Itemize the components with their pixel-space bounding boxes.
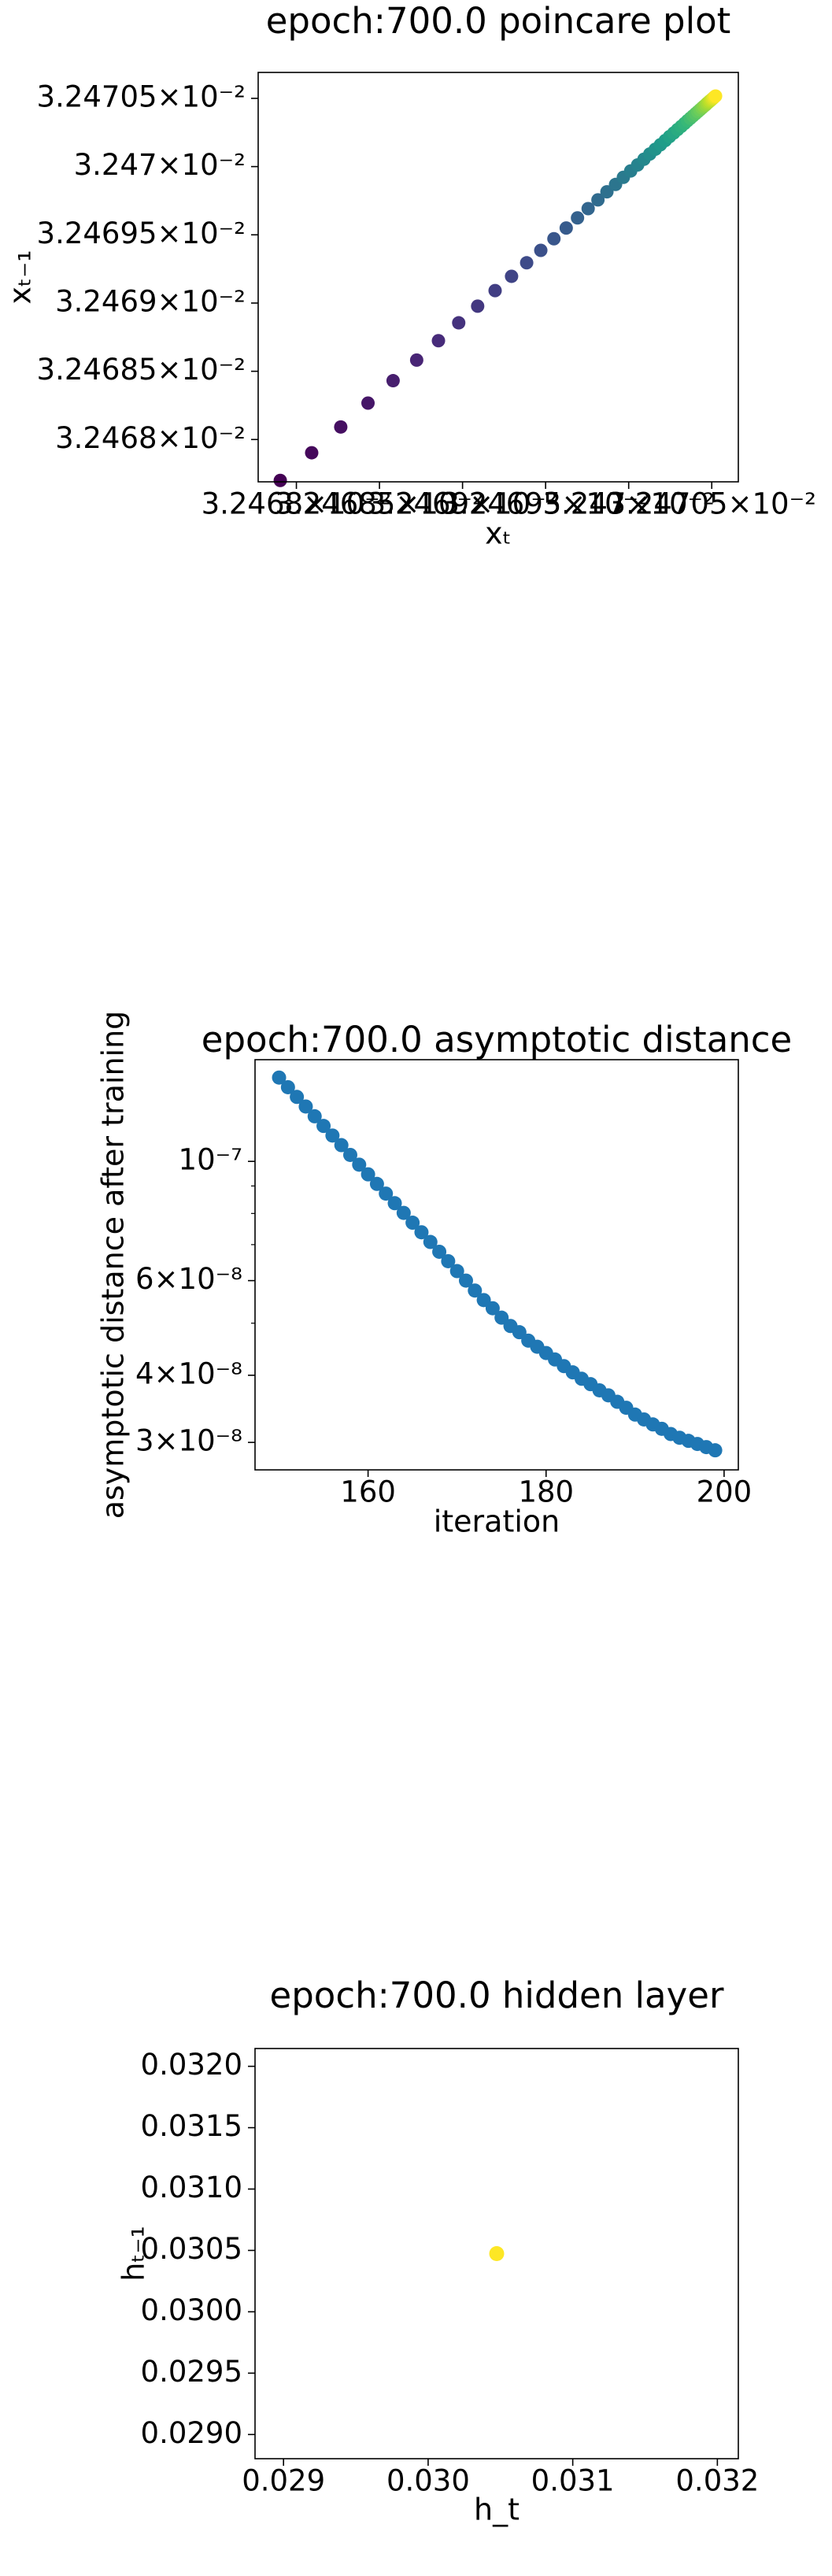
x-tick-label: 160: [340, 1475, 396, 1509]
point: [298, 1099, 313, 1114]
x-tick-label: 180: [518, 1475, 574, 1509]
point: [414, 1225, 429, 1240]
x-tick-label: 3.2468×10⁻²: [202, 487, 392, 521]
point: [396, 1205, 411, 1220]
x-tick-label: 0.030: [386, 2464, 470, 2498]
point: [468, 1283, 483, 1298]
point: [534, 243, 548, 257]
y-axis-label: xₜ₋₁: [3, 250, 38, 305]
axes-frame: [257, 72, 739, 483]
x-tick-label: 0.031: [531, 2464, 615, 2498]
point: [405, 1216, 420, 1231]
y-tick-label: 3.24705×10⁻²: [37, 80, 246, 113]
y-tick-label: 0.0305: [141, 2232, 242, 2266]
point: [485, 1301, 500, 1316]
y-axis-label: hₜ₋₁: [116, 2226, 151, 2282]
point: [334, 420, 348, 434]
point: [488, 283, 502, 298]
point: [520, 256, 534, 270]
y-tick-label: 0.0320: [141, 2048, 242, 2082]
point: [316, 1119, 331, 1134]
point: [379, 1186, 394, 1201]
point: [512, 1325, 527, 1340]
point: [342, 1147, 357, 1162]
y-tick-label: 0.0310: [141, 2171, 242, 2204]
point: [325, 1128, 340, 1143]
x-axis-label: xₜ: [485, 516, 512, 551]
point: [441, 1253, 456, 1268]
point: [547, 231, 561, 246]
x-tick-label: 0.029: [242, 2464, 325, 2498]
point: [449, 1264, 464, 1279]
x-tick-label: 3.2469×10⁻²: [368, 487, 558, 521]
point: [505, 269, 519, 283]
point: [471, 299, 485, 313]
point: [431, 334, 446, 348]
point: [708, 1443, 723, 1458]
point: [369, 1176, 384, 1191]
x-tick-label: 200: [697, 1475, 752, 1509]
point: [334, 1138, 349, 1153]
point: [432, 1244, 447, 1259]
point: [409, 353, 423, 367]
point: [708, 89, 723, 103]
y-tick-label: 0.0300: [141, 2293, 242, 2327]
chart-title: epoch:700.0 hidden layer: [270, 1975, 724, 2016]
point: [352, 1157, 367, 1172]
y-tick-label: 0.0295: [141, 2355, 242, 2389]
x-axis-label: h_t: [474, 2493, 520, 2527]
y-tick-label: 3.2469×10⁻²: [55, 284, 246, 318]
point: [280, 1079, 295, 1094]
axes-frame: [254, 1059, 739, 1471]
point: [559, 221, 573, 235]
point: [273, 473, 287, 487]
y-tick-label: 10⁻⁷: [179, 1143, 242, 1177]
point: [489, 2246, 505, 2261]
y-tick-label: 0.0290: [141, 2416, 242, 2450]
chart-title: epoch:700.0 asymptotic distance: [202, 1019, 792, 1060]
y-axis-label: asymptotic distance after training: [96, 1011, 131, 1519]
x-tick-label: 3.247×10⁻²: [543, 487, 715, 521]
x-axis-label: iteration: [434, 1505, 560, 1539]
x-tick-label: 3.24685×10⁻²: [275, 487, 483, 521]
x-tick-label: 3.24705×10⁻²: [608, 487, 816, 521]
x-tick-label: 0.032: [675, 2464, 759, 2498]
y-tick-label: 0.0315: [141, 2109, 242, 2143]
y-tick-label: 6×10⁻⁸: [135, 1262, 242, 1296]
y-tick-label: 4×10⁻⁸: [135, 1356, 242, 1390]
point: [452, 316, 466, 330]
y-tick-label: 3.24695×10⁻²: [37, 217, 246, 250]
axes-frame: [254, 2048, 739, 2459]
y-tick-label: 3.2468×10⁻²: [55, 421, 246, 455]
point: [361, 1167, 375, 1182]
y-tick-label: 3.24685×10⁻²: [37, 353, 246, 387]
point: [591, 193, 605, 207]
point: [290, 1090, 305, 1105]
point: [494, 1310, 509, 1325]
point: [361, 396, 375, 410]
point: [423, 1234, 438, 1249]
point: [458, 1273, 473, 1288]
point: [307, 1108, 322, 1123]
point: [272, 1070, 287, 1085]
point: [571, 211, 585, 225]
x-tick-label: 3.24695×10⁻²: [441, 487, 649, 521]
y-tick-label: 3×10⁻⁸: [135, 1424, 242, 1458]
point: [581, 202, 595, 216]
point: [387, 1196, 402, 1211]
point: [386, 374, 400, 388]
y-tick-label: 3.247×10⁻²: [74, 148, 246, 182]
chart-title: epoch:700.0 poincare plot: [266, 0, 731, 42]
point: [305, 446, 319, 460]
